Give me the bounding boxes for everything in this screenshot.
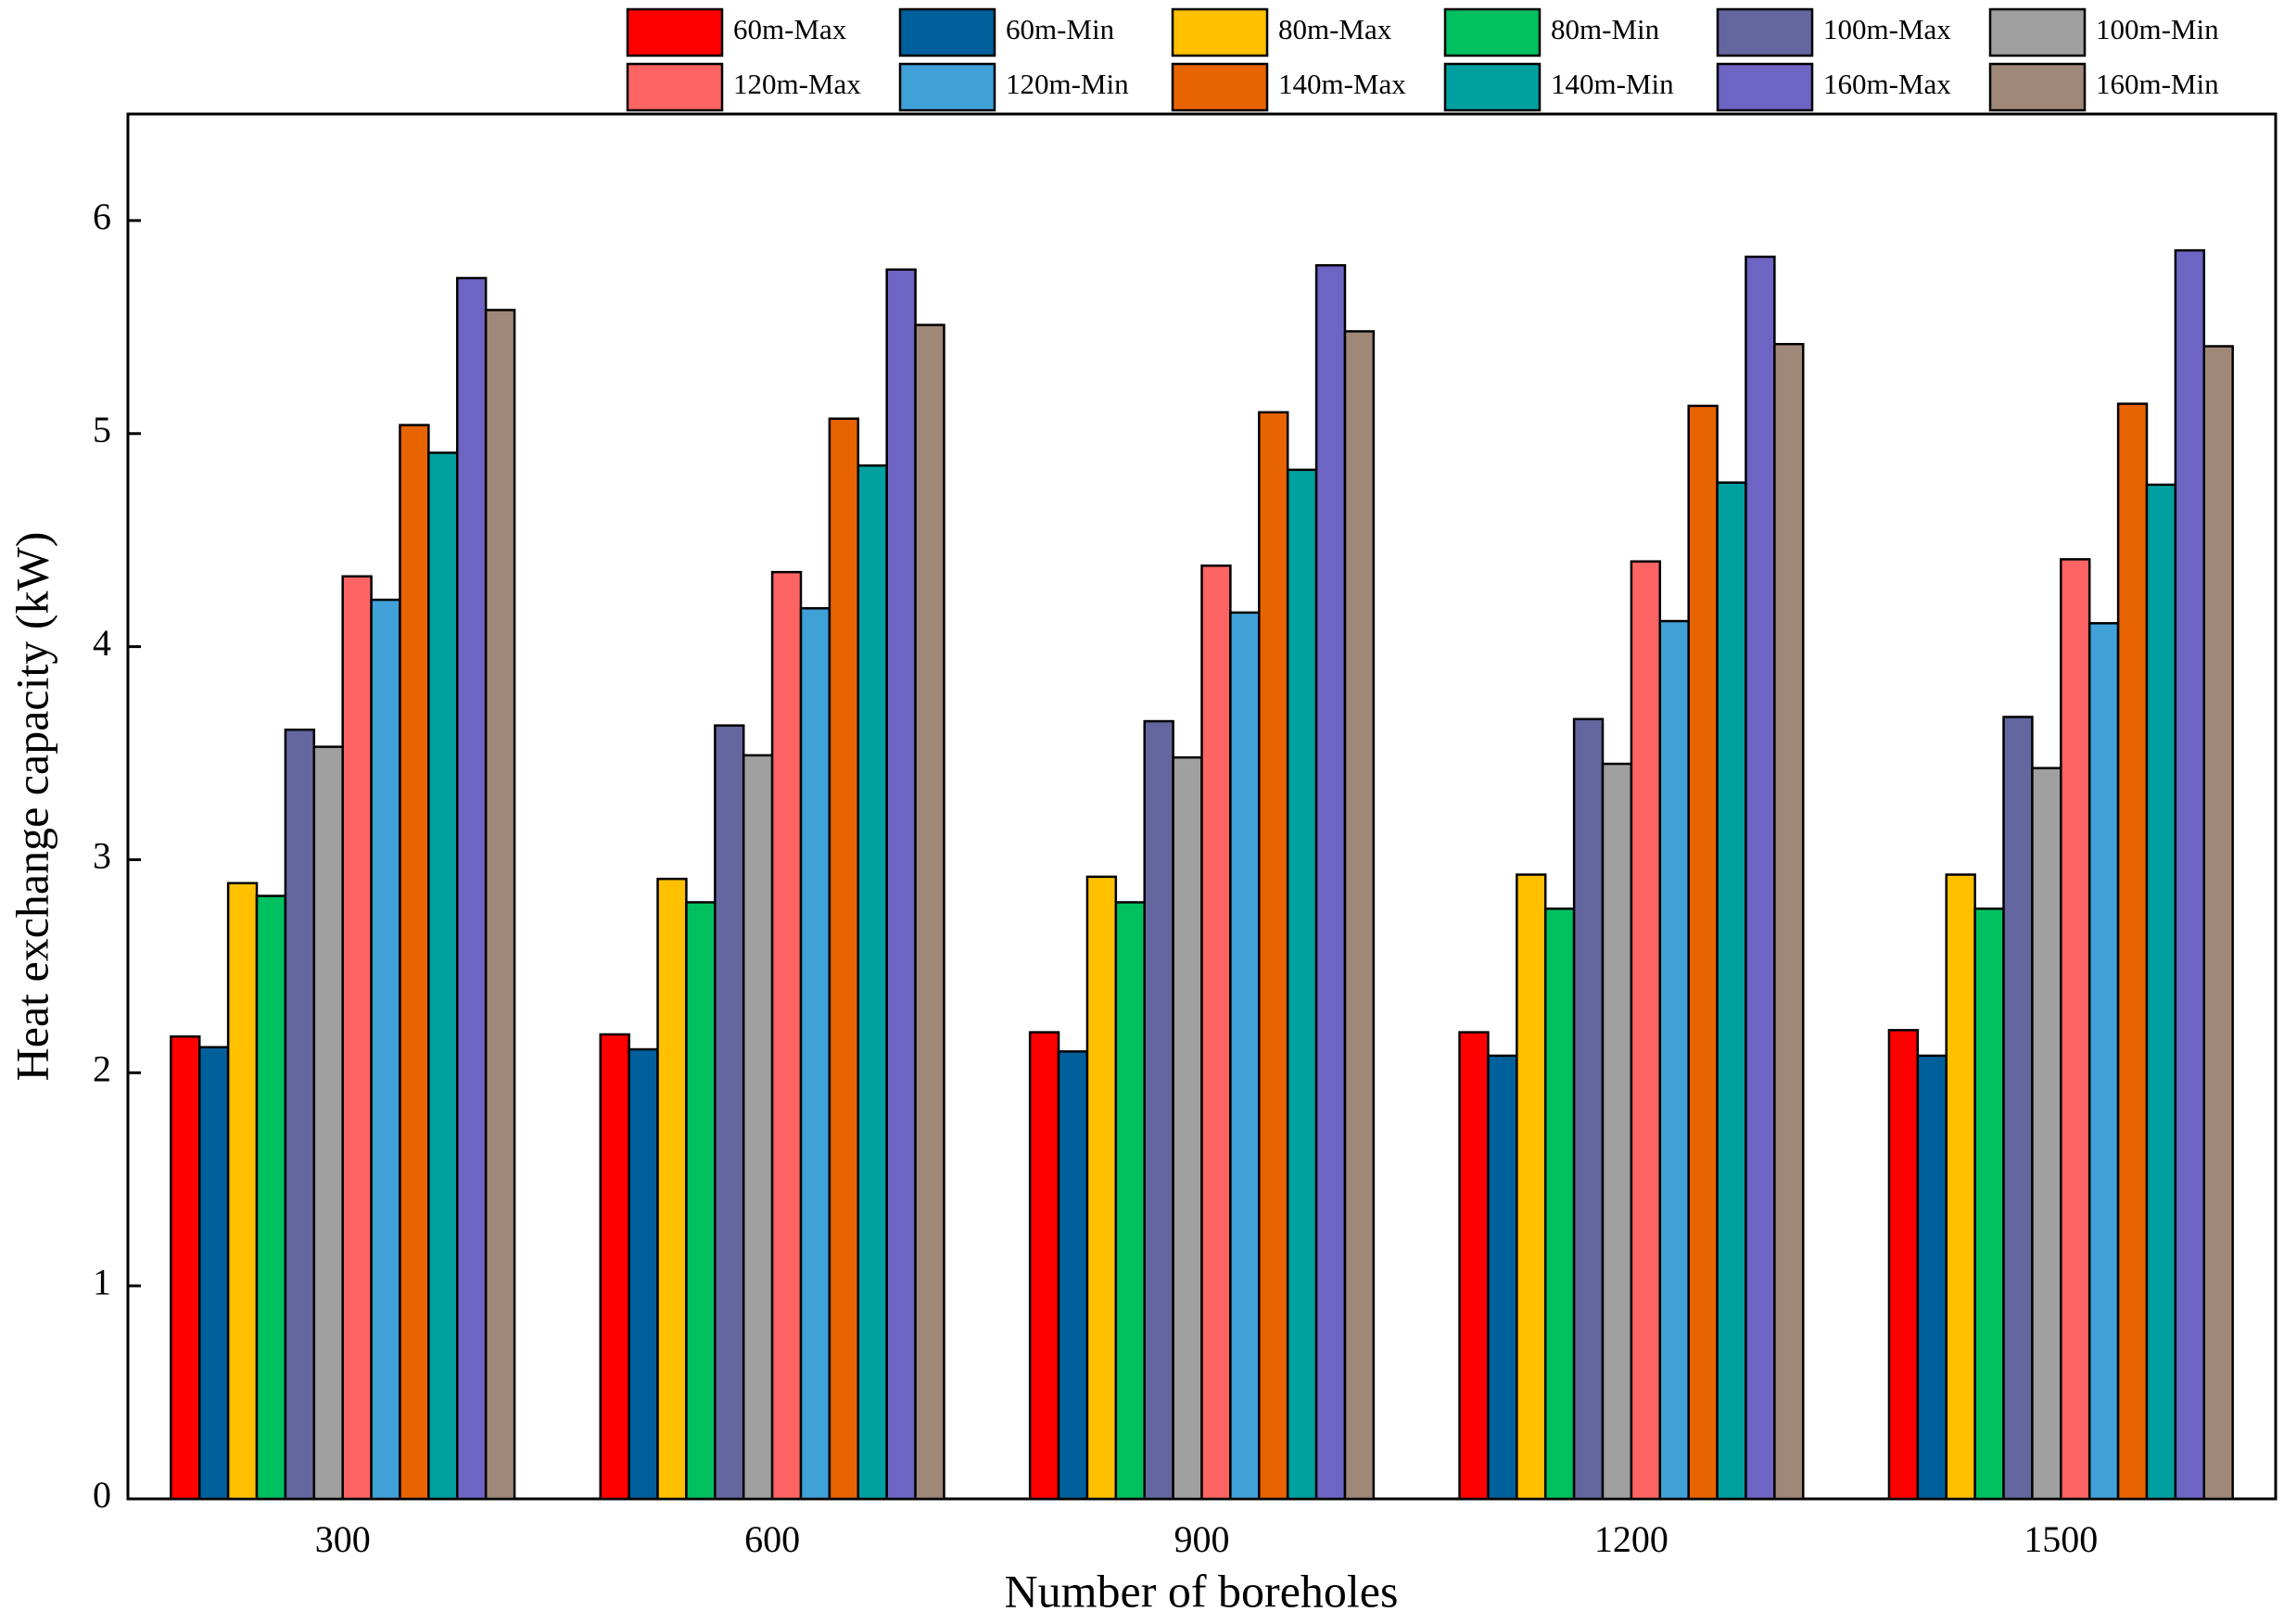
bar <box>1658 619 1690 1501</box>
y-tick-label: 6 <box>93 196 111 237</box>
bar <box>1773 342 1805 1501</box>
bar <box>2145 483 2177 1501</box>
bar <box>197 1046 230 1501</box>
bar <box>1028 1031 1060 1501</box>
bar <box>399 424 430 1501</box>
legend-label: 80m-Min <box>1551 13 1660 45</box>
bar <box>2202 345 2234 1501</box>
bar <box>1229 611 1261 1501</box>
bar <box>1887 1029 1920 1501</box>
bar <box>312 745 344 1501</box>
legend-label: 120m-Min <box>1006 68 1129 100</box>
bar <box>255 894 287 1501</box>
legend-swatch <box>1171 7 1269 57</box>
bar <box>685 901 717 1501</box>
legend-label: 80m-Max <box>1278 13 1392 45</box>
bar <box>427 451 459 1501</box>
bar <box>885 268 917 1501</box>
legend-label: 100m-Min <box>2096 13 2219 45</box>
bar <box>742 754 774 1501</box>
legend-swatch <box>1988 62 2087 112</box>
y-tick-label: 3 <box>93 835 111 877</box>
bar <box>484 309 516 1501</box>
bar <box>1057 1050 1089 1501</box>
bar <box>799 606 831 1501</box>
x-axis-title: Number of boreholes <box>1005 1565 1399 1617</box>
bar <box>914 324 945 1501</box>
x-tick-label: 1500 <box>2024 1518 2098 1560</box>
legend-swatch <box>1443 62 1542 112</box>
legend-swatch <box>626 62 724 112</box>
legend-swatch <box>1716 62 1814 112</box>
bar <box>599 1033 630 1501</box>
bar <box>1258 411 1289 1501</box>
legend-label: 60m-Min <box>1006 13 1115 45</box>
bar <box>1516 873 1547 1501</box>
y-tick-label: 5 <box>93 409 111 450</box>
bar <box>1543 907 1576 1501</box>
bar <box>2002 716 2034 1501</box>
legend-label: 60m-Max <box>733 13 847 45</box>
bar <box>1916 1054 1948 1501</box>
bar <box>828 417 860 1501</box>
bar <box>1343 330 1376 1501</box>
bar <box>1572 717 1605 1501</box>
legend-swatch <box>1171 62 1269 112</box>
legend-label: 100m-Max <box>1823 13 1951 45</box>
bar <box>370 598 401 1501</box>
bar <box>2174 248 2206 1501</box>
bar <box>226 882 259 1501</box>
bar <box>2031 767 2062 1501</box>
y-tick-label: 2 <box>93 1047 111 1089</box>
bar <box>1458 1031 1490 1501</box>
bar <box>1687 404 1719 1501</box>
bar <box>1286 468 1318 1501</box>
bar <box>1143 719 1174 1501</box>
bar <box>1601 762 1633 1501</box>
bar <box>1745 255 1776 1501</box>
legend-swatch <box>1443 7 1542 57</box>
bar <box>656 877 688 1501</box>
bar <box>1172 755 1203 1501</box>
x-tick-label: 600 <box>744 1518 800 1560</box>
y-tick-label: 0 <box>93 1474 111 1516</box>
bar <box>1314 263 1347 1501</box>
y-tick-label: 1 <box>93 1261 111 1302</box>
legend-label: 120m-Max <box>733 68 861 100</box>
legend-label: 140m-Min <box>1551 68 1674 100</box>
bar <box>1630 560 1662 1501</box>
bar <box>170 1034 201 1501</box>
legend-swatch <box>1716 7 1814 57</box>
bar <box>628 1047 659 1501</box>
bar <box>456 276 488 1501</box>
bar <box>2116 402 2149 1501</box>
legend-label: 160m-Min <box>2096 68 2219 100</box>
bar <box>1114 901 1146 1501</box>
legend-swatch <box>898 7 996 57</box>
y-tick-label: 4 <box>93 622 111 664</box>
legend-label: 160m-Max <box>1823 68 1951 100</box>
legend-swatch <box>898 62 996 112</box>
bar <box>714 724 745 1501</box>
bar <box>1973 907 2005 1501</box>
bar <box>1200 565 1232 1501</box>
bar <box>2087 622 2120 1501</box>
x-tick-label: 1200 <box>1594 1518 1669 1560</box>
y-axis-title: Heat exchange capacity (kW) <box>6 532 57 1082</box>
bar <box>1085 875 1118 1501</box>
legend-swatch <box>1988 7 2087 57</box>
bar <box>2060 558 2091 1501</box>
bar <box>770 570 803 1501</box>
bar <box>1716 481 1747 1501</box>
x-tick-label: 300 <box>315 1518 371 1560</box>
bar <box>1487 1054 1518 1501</box>
legend-swatch <box>626 7 724 57</box>
bar <box>856 463 888 1501</box>
bar <box>1945 873 1976 1501</box>
bar <box>284 729 316 1501</box>
legend-label: 140m-Max <box>1278 68 1406 100</box>
bar <box>341 575 373 1501</box>
x-tick-label: 900 <box>1174 1518 1230 1560</box>
